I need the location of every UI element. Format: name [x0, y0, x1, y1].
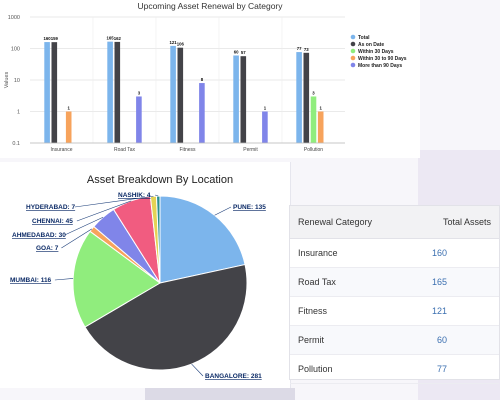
bar[interactable]	[296, 52, 302, 143]
table-row: Insurance 160	[290, 238, 499, 268]
table-header-row: Renewal Category Total Assets	[290, 206, 499, 239]
header-total-assets[interactable]: Total Assets	[404, 206, 499, 239]
bar-data-label: 57	[241, 50, 246, 55]
x-tick-label: Permit	[243, 147, 258, 153]
bar-data-label: 160	[44, 36, 52, 41]
bar-data-label: 106	[177, 42, 185, 47]
location-pie-chart: Asset Breakdown By Location PUNE: 135 BANG…	[10, 174, 266, 380]
legend-label[interactable]: More than 90 Days	[358, 63, 402, 69]
total-assets-link[interactable]: 160	[404, 238, 499, 268]
total-assets-link[interactable]: 60	[404, 325, 499, 355]
bar-data-label: 165	[107, 36, 115, 41]
bar[interactable]	[240, 56, 247, 143]
pie-connector	[214, 206, 232, 216]
renewal-table-card: Renewal Category Total Assets Insurance …	[289, 205, 500, 384]
table-row: Permit 60	[290, 325, 499, 355]
renewal-bar-chart: Upcoming Asset Renewal by Category100010…	[4, 1, 407, 153]
x-tick-label: Pollution	[304, 147, 323, 153]
bar-data-label: 60	[234, 49, 239, 54]
pie-data-label[interactable]: CHENNAI: 45	[32, 218, 73, 225]
pie-data-label[interactable]: NASHIK: 4	[118, 192, 151, 199]
bar-data-label: 8	[201, 77, 204, 82]
bar[interactable]	[310, 96, 317, 143]
pie-data-label[interactable]: MUMBAI: 116	[10, 277, 52, 284]
table-row: Road Tax 165	[290, 267, 499, 297]
category-cell: Pollution	[290, 354, 404, 384]
bar-data-label: 77	[297, 46, 302, 51]
bar-data-label: 159	[51, 36, 59, 41]
bar[interactable]	[44, 42, 50, 143]
bar-data-label: 3	[312, 90, 315, 95]
background-strip	[145, 388, 295, 400]
pie-chart-title: Asset Breakdown By Location	[87, 174, 233, 186]
bar-data-label: 121	[170, 40, 178, 45]
location-pie-chart-card: Asset Breakdown By Location PUNE: 135 BANG…	[0, 162, 291, 388]
legend-label[interactable]: Within 30 to 90 Days	[358, 56, 407, 62]
bar[interactable]	[262, 111, 268, 144]
table-row: Pollution 77	[290, 354, 499, 384]
legend-marker[interactable]	[350, 62, 356, 68]
bar[interactable]	[303, 52, 310, 143]
pie-data-label[interactable]: HYDERABAD: 7	[26, 204, 76, 211]
category-cell: Insurance	[290, 238, 404, 268]
bar-data-label: 1	[68, 106, 71, 111]
y-tick-label: 1000	[8, 15, 20, 21]
header-renewal-category[interactable]: Renewal Category	[290, 206, 404, 239]
legend-label[interactable]: As on Date	[358, 42, 384, 48]
bar[interactable]	[136, 96, 142, 143]
total-assets-link[interactable]: 77	[404, 354, 499, 384]
renewal-table: Renewal Category Total Assets Insurance …	[290, 206, 499, 384]
legend-marker[interactable]	[350, 34, 356, 40]
category-cell: Road Tax	[290, 267, 404, 297]
x-tick-label: Fitness	[179, 147, 196, 153]
category-cell: Permit	[290, 325, 404, 355]
x-tick-label: Road Tax	[114, 147, 136, 153]
total-assets-link[interactable]: 121	[404, 296, 499, 326]
y-tick-label: 0.1	[12, 141, 20, 147]
bar[interactable]	[107, 41, 113, 143]
legend-marker[interactable]	[350, 55, 356, 61]
total-assets-link[interactable]: 165	[404, 267, 499, 297]
bar[interactable]	[177, 47, 184, 143]
y-tick-label: 100	[11, 47, 20, 53]
pie-connector	[155, 194, 159, 197]
bar[interactable]	[51, 42, 58, 143]
pie-slice[interactable]	[84, 263, 248, 371]
bar-data-label: 1	[264, 106, 267, 111]
pie-data-label[interactable]: AHMEDABAD: 30	[12, 232, 66, 239]
legend-label[interactable]: Total	[358, 35, 370, 41]
pie-slice[interactable]	[159, 195, 246, 284]
bar-data-label: 162	[114, 36, 122, 41]
bar[interactable]	[233, 55, 239, 143]
table-row: Fitness 121	[290, 296, 499, 326]
pie-data-label[interactable]: PUNE: 135	[233, 204, 266, 211]
bar[interactable]	[170, 45, 176, 144]
bar[interactable]	[65, 111, 72, 144]
bar-data-label: 3	[138, 90, 141, 95]
pie-connector	[61, 228, 93, 249]
bar-data-label: 1	[320, 106, 323, 111]
pie-slice[interactable]	[72, 230, 161, 328]
y-tick-label: 10	[14, 78, 20, 84]
pie-data-label[interactable]: GOA: 7	[36, 245, 59, 252]
y-axis-label: Values	[4, 72, 10, 89]
x-tick-label: Insurance	[51, 147, 73, 153]
bar-data-label: 73	[304, 47, 309, 52]
category-cell: Fitness	[290, 296, 404, 326]
renewal-bar-chart-card: Upcoming Asset Renewal by Category 1000 10…	[0, 0, 420, 158]
pie-connector	[74, 195, 154, 208]
legend-marker[interactable]	[350, 41, 356, 47]
legend-label[interactable]: Within 30 Days	[358, 49, 394, 55]
y-tick-label: 1	[17, 110, 20, 116]
chart-title: Upcoming Asset Renewal by Category	[137, 1, 283, 11]
pie-connector	[54, 278, 74, 281]
pie-connector	[64, 216, 104, 236]
legend-marker[interactable]	[350, 48, 356, 54]
pie-connector	[191, 363, 204, 377]
bar[interactable]	[199, 83, 205, 143]
bar[interactable]	[114, 41, 121, 143]
pie-connector	[76, 200, 132, 222]
bar[interactable]	[317, 111, 324, 144]
pie-data-label[interactable]: BANGALORE: 281	[205, 373, 262, 380]
